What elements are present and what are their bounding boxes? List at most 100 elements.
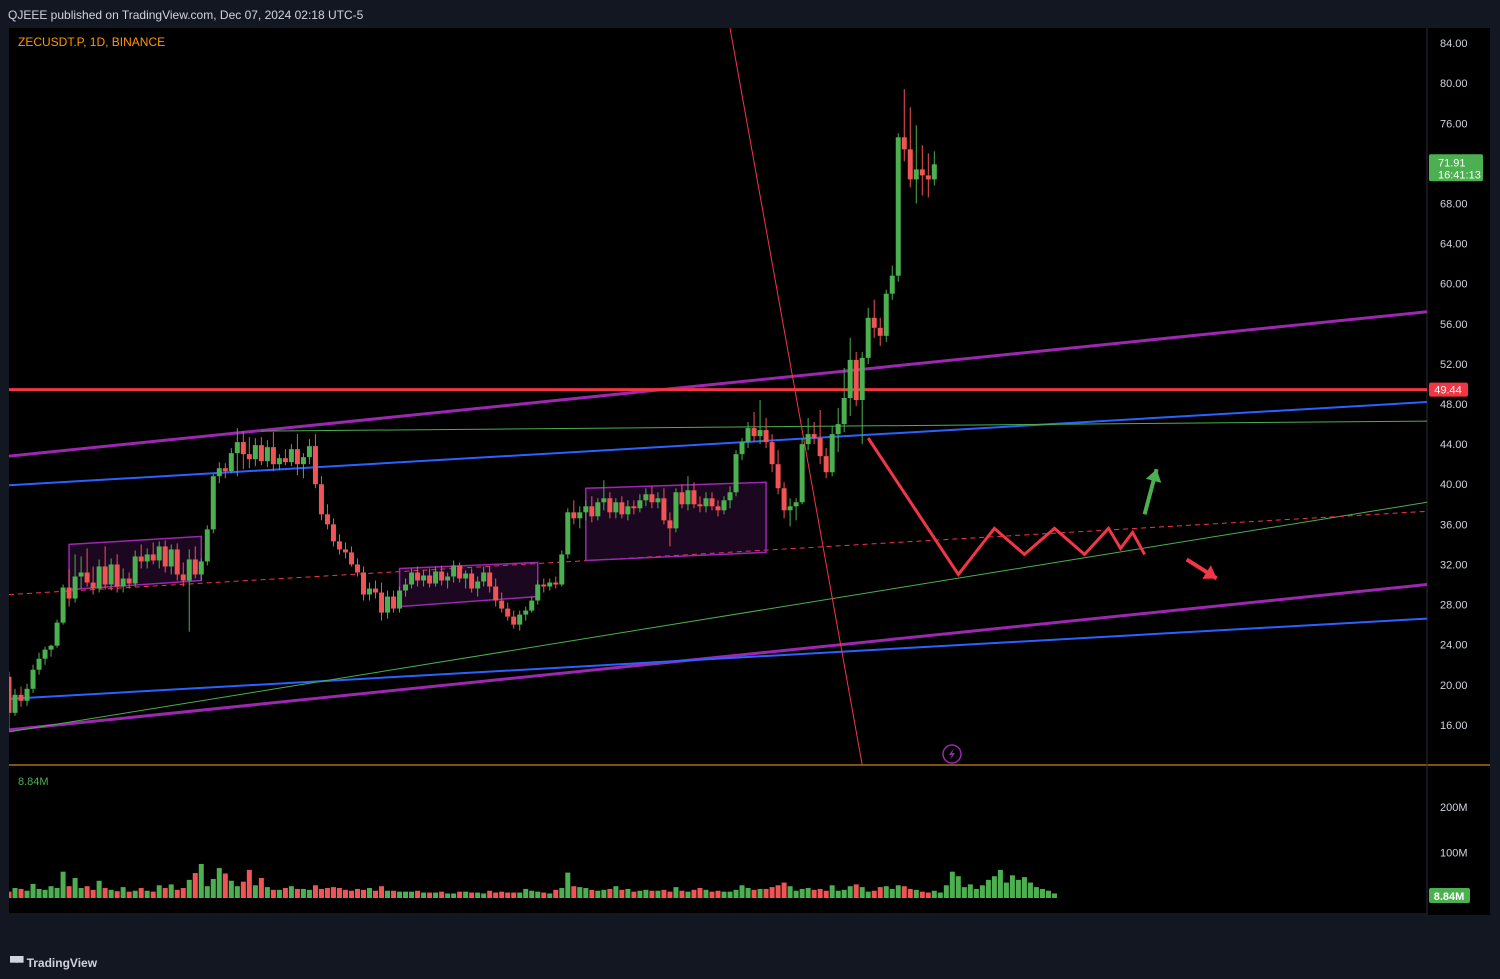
- volume-bar: [180, 888, 186, 898]
- candle-body: [300, 457, 306, 465]
- volume-bar: [919, 891, 925, 898]
- volume-bar: [403, 891, 409, 898]
- candle-body: [36, 658, 42, 670]
- candle-body: [12, 694, 18, 713]
- candle-body: [469, 573, 475, 589]
- candle-body: [445, 576, 451, 581]
- volume-bar: [342, 889, 348, 898]
- volume-bar: [781, 882, 787, 898]
- candle-body: [312, 446, 318, 485]
- volume-bar: [973, 888, 979, 898]
- price-tick-label: 80.00: [1440, 78, 1468, 90]
- candle-body: [385, 596, 391, 613]
- candle-body: [565, 512, 571, 555]
- candle-body: [505, 608, 511, 617]
- volume-bar: [204, 886, 210, 898]
- volume-bar: [1009, 875, 1015, 898]
- volume-bar: [661, 889, 667, 898]
- price-axis[interactable]: 84.0080.0076.0072.0068.0064.0060.0056.00…: [1440, 38, 1468, 732]
- volume-bar: [1027, 882, 1033, 898]
- volume-bar: [691, 889, 697, 898]
- candle-body: [841, 398, 847, 425]
- volume-bar: [709, 891, 715, 898]
- price-chart-svg[interactable]: ZECUSDT.P, 1D, BINANCE 8.84M 84.00 80.00 7…: [9, 28, 1490, 915]
- candle-body: [162, 546, 168, 567]
- volume-bar: [330, 887, 336, 898]
- volume-bar: [805, 888, 811, 898]
- candle-body: [547, 582, 553, 587]
- price-tick-label: 48.00: [1440, 399, 1468, 411]
- candle-series: [9, 89, 937, 730]
- candle-body: [192, 559, 198, 575]
- volume-bar: [535, 891, 541, 898]
- volume-bar: [931, 890, 937, 898]
- candle-body: [769, 442, 775, 465]
- volume-series: [9, 863, 1057, 898]
- volume-bar: [715, 890, 721, 898]
- volume-bar: [925, 892, 931, 898]
- candle-body: [138, 556, 144, 562]
- chart-panel[interactable]: ZECUSDT.P, 1D, BINANCE 8.84M 84.00 80.00 7…: [9, 28, 1490, 915]
- red-dashed-trendline: [9, 510, 1428, 596]
- volume-bar: [913, 889, 919, 898]
- candle-body: [679, 492, 685, 505]
- volume-bar: [523, 888, 529, 898]
- footer-bar: ▀▀ TradingView: [0, 944, 1500, 979]
- volume-bar: [889, 888, 895, 898]
- lightning-icon[interactable]: [942, 744, 962, 764]
- tradingview-brand-text: TradingView: [26, 956, 98, 970]
- candle-body: [733, 454, 739, 493]
- volume-bar: [739, 885, 745, 898]
- candle-body: [204, 529, 210, 562]
- current-price-label: 71.91: [1438, 157, 1466, 169]
- volume-bar: [553, 889, 559, 898]
- volume-bar: [955, 876, 961, 898]
- volume-bar: [685, 891, 691, 898]
- candle-body: [78, 572, 84, 577]
- candle-body: [817, 438, 823, 457]
- candle-body: [709, 498, 715, 507]
- candle-body: [270, 447, 276, 465]
- volume-bar: [300, 888, 306, 898]
- volume-bar: [979, 885, 985, 898]
- volume-axis: 200M 100M: [1440, 802, 1468, 859]
- volume-bar: [607, 888, 613, 898]
- volume-bar: [721, 891, 727, 898]
- volume-bar: [853, 884, 859, 898]
- candle-body: [847, 359, 853, 399]
- volume-bar: [1003, 882, 1009, 898]
- volume-bar: [348, 890, 354, 898]
- candle-body: [643, 494, 649, 501]
- candle-body: [222, 468, 228, 472]
- tradingview-logo-icon: ▀▀: [10, 957, 24, 969]
- volume-bar: [42, 889, 48, 898]
- candle-body: [24, 688, 30, 701]
- candle-body: [859, 357, 865, 401]
- candle-body: [901, 137, 907, 150]
- candle-body: [276, 458, 282, 465]
- candle-body: [793, 502, 799, 507]
- volume-bar: [276, 889, 282, 898]
- volume-bar: [493, 892, 499, 898]
- volume-bar: [421, 892, 427, 898]
- lower-blue-channel-line: [9, 617, 1428, 700]
- volume-bar: [871, 890, 877, 898]
- candle-body: [619, 502, 625, 515]
- candle-body: [931, 164, 937, 180]
- candle-body: [234, 442, 240, 454]
- volume-bar: [997, 869, 1003, 898]
- price-tick-label: 28.00: [1440, 600, 1468, 612]
- candle-body: [373, 588, 379, 593]
- candle-body: [523, 610, 529, 615]
- candle-body: [342, 549, 348, 553]
- volume-bar: [649, 890, 655, 898]
- volume-bar: [625, 888, 631, 898]
- volume-bar: [877, 887, 883, 898]
- tradingview-brand[interactable]: ▀▀ TradingView: [10, 956, 97, 970]
- volume-bar: [192, 873, 198, 898]
- candle-body: [9, 676, 12, 713]
- candle-body: [108, 564, 114, 585]
- volume-bar: [763, 888, 769, 898]
- candle-body: [348, 552, 354, 565]
- candle-body: [451, 565, 457, 577]
